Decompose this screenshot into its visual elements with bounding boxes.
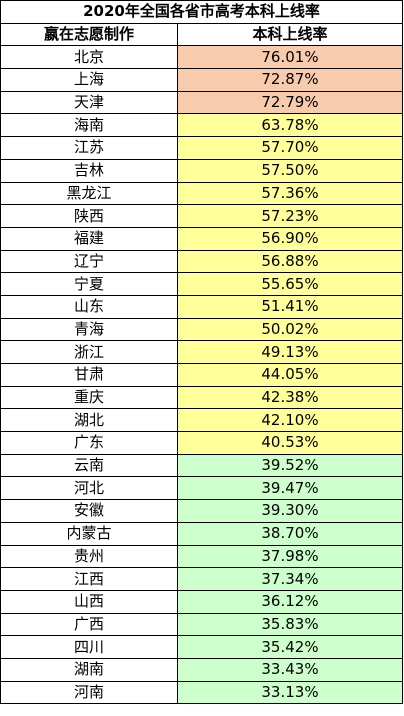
- table-row: 河北 39.47%: [0, 476, 403, 501]
- table-row: 海南 63.78%: [0, 113, 403, 138]
- table-row: 山东 51.41%: [0, 294, 403, 319]
- rate-cell[interactable]: 35.83%: [177, 612, 403, 637]
- rate-cell[interactable]: 63.78%: [177, 113, 403, 138]
- table-row: 湖南 33.43%: [0, 657, 403, 682]
- rate-cell[interactable]: 39.30%: [177, 499, 403, 523]
- rate-cell[interactable]: 33.13%: [177, 680, 403, 705]
- table-row: 黑龙江 57.36%: [0, 181, 403, 206]
- province-cell[interactable]: 广西: [0, 612, 178, 637]
- rate-cell[interactable]: 37.34%: [177, 567, 403, 591]
- province-cell[interactable]: 山西: [0, 589, 178, 614]
- table-row: 重庆 42.38%: [0, 385, 403, 410]
- province-cell[interactable]: 河南: [0, 680, 178, 705]
- province-cell[interactable]: 北京: [0, 45, 178, 70]
- rate-cell[interactable]: 57.50%: [177, 158, 403, 183]
- province-cell[interactable]: 湖北: [0, 408, 178, 433]
- province-cell[interactable]: 四川: [0, 635, 178, 659]
- header-row: 嬴在志愿制作 本科上线率: [0, 22, 403, 47]
- province-cell[interactable]: 广东: [0, 431, 178, 455]
- table-row: 吉林 57.50%: [0, 158, 403, 183]
- province-cell[interactable]: 湖南: [0, 657, 178, 682]
- table-row: 陕西 57.23%: [0, 204, 403, 228]
- rate-cell[interactable]: 42.38%: [177, 385, 403, 410]
- province-cell[interactable]: 江苏: [0, 136, 178, 160]
- table-title[interactable]: 2020年全国各省市高考本科上线率: [0, 0, 403, 24]
- table-row: 云南 39.52%: [0, 453, 403, 478]
- rate-cell[interactable]: 57.36%: [177, 181, 403, 206]
- rate-cell[interactable]: 57.23%: [177, 204, 403, 228]
- province-cell[interactable]: 青海: [0, 317, 178, 342]
- province-cell[interactable]: 上海: [0, 68, 178, 92]
- rate-cell[interactable]: 50.02%: [177, 317, 403, 342]
- province-cell[interactable]: 陕西: [0, 204, 178, 228]
- column-header-province[interactable]: 嬴在志愿制作: [0, 22, 178, 47]
- rate-cell[interactable]: 55.65%: [177, 272, 403, 296]
- rate-cell[interactable]: 39.52%: [177, 453, 403, 478]
- table-row: 宁夏 55.65%: [0, 272, 403, 296]
- rate-cell[interactable]: 35.42%: [177, 635, 403, 659]
- table-row: 广西 35.83%: [0, 612, 403, 637]
- province-cell[interactable]: 宁夏: [0, 272, 178, 296]
- province-cell[interactable]: 辽宁: [0, 249, 178, 274]
- province-cell[interactable]: 内蒙古: [0, 521, 178, 546]
- province-cell[interactable]: 河北: [0, 476, 178, 501]
- table-row: 天津 72.79%: [0, 90, 403, 115]
- rate-cell[interactable]: 44.05%: [177, 363, 403, 387]
- province-cell[interactable]: 天津: [0, 90, 178, 115]
- rate-cell[interactable]: 72.79%: [177, 90, 403, 115]
- table-row: 安徽 39.30%: [0, 499, 403, 523]
- table-row: 福建 56.90%: [0, 226, 403, 251]
- province-cell[interactable]: 云南: [0, 453, 178, 478]
- table-row: 湖北 42.10%: [0, 408, 403, 433]
- rate-cell[interactable]: 40.53%: [177, 431, 403, 455]
- table-row: 河南 33.13%: [0, 680, 403, 705]
- rate-cell[interactable]: 57.70%: [177, 136, 403, 160]
- rate-cell[interactable]: 76.01%: [177, 45, 403, 70]
- rate-cell[interactable]: 33.43%: [177, 657, 403, 682]
- rate-cell[interactable]: 36.12%: [177, 589, 403, 614]
- table-row: 青海 50.02%: [0, 317, 403, 342]
- province-cell[interactable]: 吉林: [0, 158, 178, 183]
- rate-cell[interactable]: 38.70%: [177, 521, 403, 546]
- province-cell[interactable]: 海南: [0, 113, 178, 138]
- province-cell[interactable]: 江西: [0, 567, 178, 591]
- province-cell[interactable]: 安徽: [0, 499, 178, 523]
- province-cell[interactable]: 山东: [0, 294, 178, 319]
- table-row: 江苏 57.70%: [0, 136, 403, 160]
- rate-cell[interactable]: 42.10%: [177, 408, 403, 433]
- table-row: 北京 76.01%: [0, 45, 403, 70]
- province-cell[interactable]: 重庆: [0, 385, 178, 410]
- table-row: 内蒙古 38.70%: [0, 521, 403, 546]
- rate-cell[interactable]: 56.90%: [177, 226, 403, 251]
- table-row: 广东 40.53%: [0, 431, 403, 455]
- rate-cell[interactable]: 51.41%: [177, 294, 403, 319]
- table-row: 贵州 37.98%: [0, 544, 403, 569]
- table-row: 浙江 49.13%: [0, 340, 403, 364]
- rate-cell[interactable]: 72.87%: [177, 68, 403, 92]
- table-row: 江西 37.34%: [0, 567, 403, 591]
- table-row: 山西 36.12%: [0, 589, 403, 614]
- province-cell[interactable]: 福建: [0, 226, 178, 251]
- table-row: 甘肃 44.05%: [0, 363, 403, 387]
- table-row: 上海 72.87%: [0, 68, 403, 92]
- province-cell[interactable]: 甘肃: [0, 363, 178, 387]
- table-body: 北京 76.01% 上海 72.87% 天津 72.79% 海南 63.78% 江苏 57.70%…: [0, 45, 403, 705]
- table-row: 四川 35.42%: [0, 635, 403, 659]
- rate-cell[interactable]: 49.13%: [177, 340, 403, 364]
- rate-cell[interactable]: 39.47%: [177, 476, 403, 501]
- province-cell[interactable]: 黑龙江: [0, 181, 178, 206]
- province-cell[interactable]: 浙江: [0, 340, 178, 364]
- rate-cell[interactable]: 37.98%: [177, 544, 403, 569]
- province-cell[interactable]: 贵州: [0, 544, 178, 569]
- rate-cell[interactable]: 56.88%: [177, 249, 403, 274]
- title-row: 2020年全国各省市高考本科上线率: [0, 0, 403, 24]
- table-row: 辽宁 56.88%: [0, 249, 403, 274]
- column-header-rate[interactable]: 本科上线率: [177, 22, 403, 47]
